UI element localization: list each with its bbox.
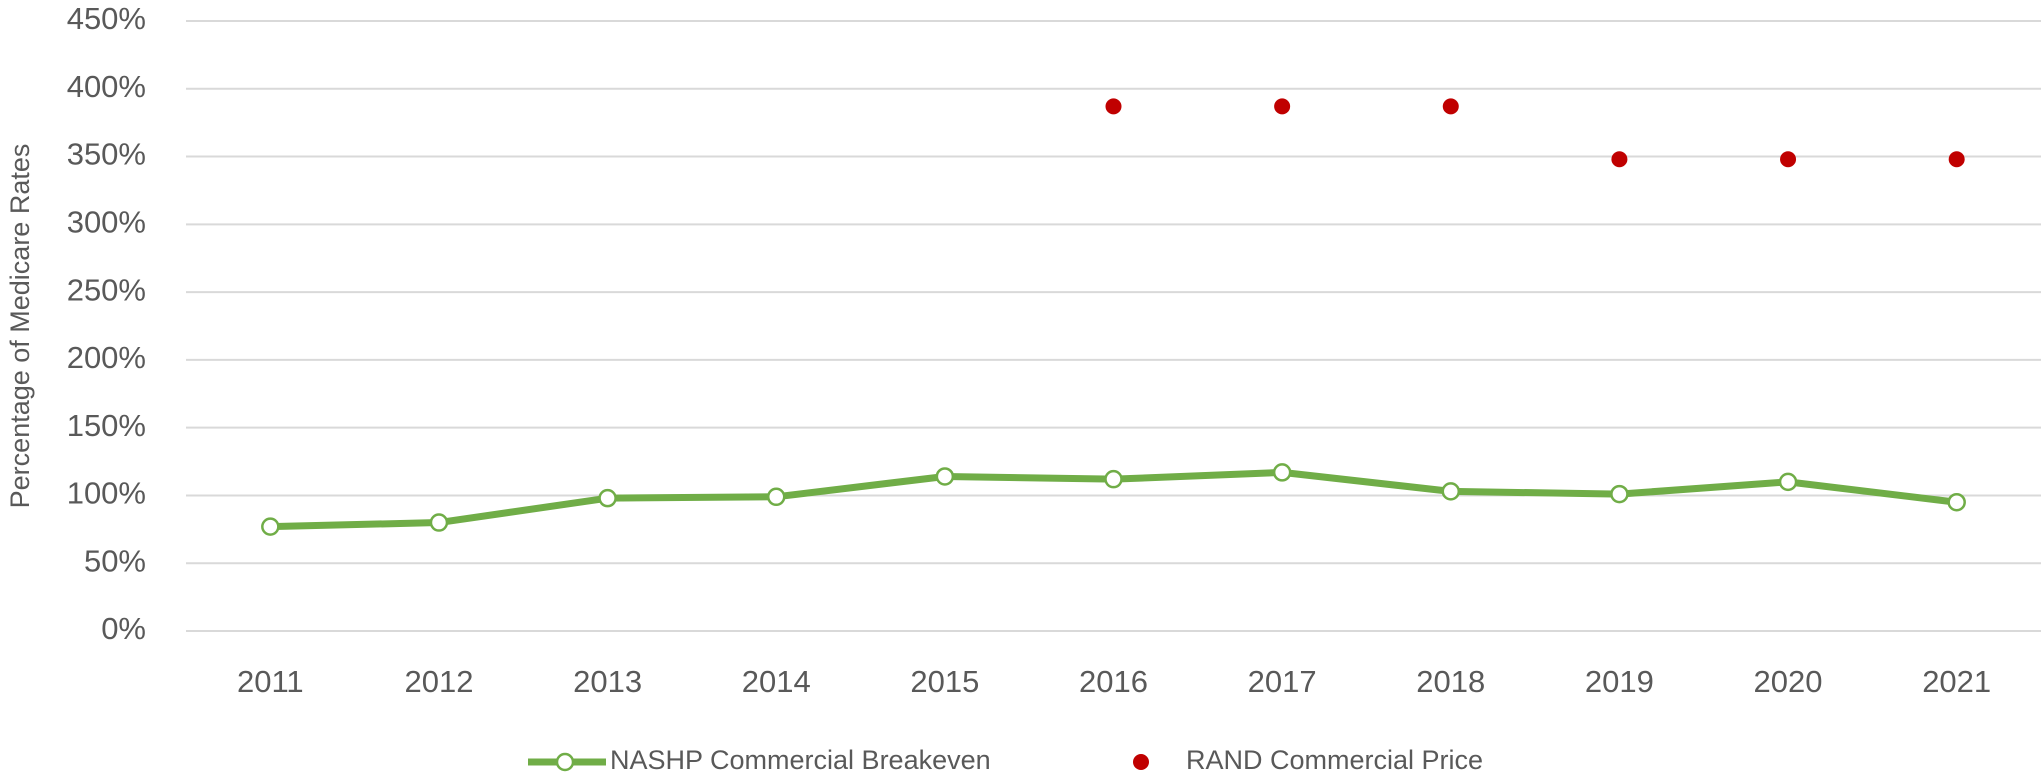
y-tick-label: 200% [67,340,146,375]
x-tick-label: 2018 [1416,664,1485,699]
marker [935,467,955,486]
x-tick-label: 2014 [742,664,811,699]
marker [766,487,786,507]
x-tick-label: 2020 [1754,664,1823,699]
legend-swatch [555,752,575,772]
x-tick-label: 2021 [1922,664,1991,699]
y-tick-label: 450% [67,1,146,36]
x-tick-label: 2017 [1248,664,1317,699]
y-tick-label: 100% [67,476,146,511]
x-tick-label: 2019 [1585,664,1654,699]
x-tick-label: 2015 [910,664,979,699]
y-axis-title: Percentage of Medicare Rates [5,144,35,509]
legend-label: NASHP Commercial Breakeven [610,745,991,775]
x-tick-label: 2016 [1079,664,1148,699]
marker [1272,463,1292,482]
y-tick-label: 0% [101,611,146,646]
marker [1948,151,1965,168]
y-tick-label: 350% [67,137,146,172]
y-tick-label: 300% [67,205,146,240]
marker [1611,151,1628,168]
marker [1610,484,1629,504]
marker [1274,98,1291,115]
marker [1105,98,1122,115]
legend-swatch [1133,754,1149,770]
marker [598,488,617,508]
marker [429,513,449,532]
y-tick-label: 150% [67,408,146,443]
marker [1441,482,1461,501]
y-tick-label: 50% [84,543,146,578]
x-tick-label: 2013 [573,664,642,699]
legend-label: RAND Commercial Price [1186,745,1483,775]
marker [1780,151,1797,168]
marker [1442,98,1459,115]
marker [261,517,280,536]
marker [1104,469,1123,489]
x-tick-label: 2011 [237,664,304,699]
y-tick-label: 400% [67,69,146,104]
marker [1778,472,1798,492]
y-tick-label: 250% [67,272,146,307]
x-tick-label: 2012 [404,664,473,699]
marker [1947,492,1966,512]
